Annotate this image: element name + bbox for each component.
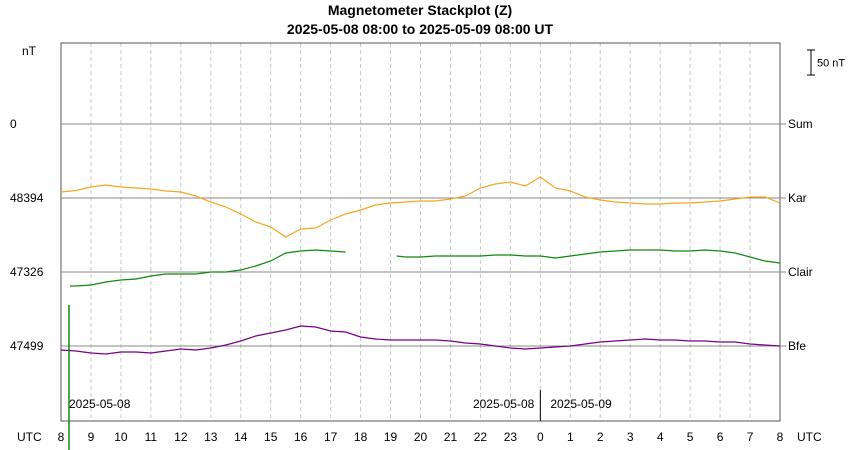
x-tick-label: 3 xyxy=(627,430,634,444)
x-tick-label: 16 xyxy=(294,430,308,444)
x-tick-label: 20 xyxy=(414,430,428,444)
chart-subtitle: 2025-05-08 08:00 to 2025-05-09 08:00 UT xyxy=(287,21,554,37)
x-tick-label: 2 xyxy=(597,430,604,444)
scale-bar: 50 nT xyxy=(807,49,845,76)
station-label-bfe: Bfe xyxy=(788,339,806,353)
grid xyxy=(90,43,751,421)
date-label-start: 2025-05-08 xyxy=(69,397,131,411)
chart-titles: Magnetometer Stackplot (Z) 2025-05-08 08… xyxy=(287,2,554,37)
x-tick-label: 8 xyxy=(58,430,65,444)
plot-border xyxy=(60,42,781,422)
x-axis: 8 9 10 11 12 13 14 15 16 17 18 19 20 21 22 23 0 1 2 3 4 5 6 7 82… xyxy=(58,390,784,444)
x-tick-label: 23 xyxy=(504,430,518,444)
x-tick-label: 13 xyxy=(204,430,218,444)
date-label-day-start: 2025-05-09 xyxy=(550,397,612,411)
x-tick-label: 7 xyxy=(747,430,754,444)
station-label-kar: Kar xyxy=(788,191,807,205)
x-tick-label: 21 xyxy=(444,430,458,444)
series-clair xyxy=(70,249,346,287)
station-label-sum: Sum xyxy=(788,117,813,131)
x-tick-label: 1 xyxy=(567,430,574,444)
series-clair xyxy=(396,249,781,264)
x-tick-label: 11 xyxy=(145,430,158,444)
x-tick-label: 22 xyxy=(474,430,488,444)
series-lines xyxy=(60,176,781,450)
x-tick-label: 19 xyxy=(384,430,398,444)
chart-title: Magnetometer Stackplot (Z) xyxy=(328,2,512,18)
x-unit-label-right: UTC xyxy=(797,430,822,444)
scale-bar-label: 50 nT xyxy=(817,58,845,70)
date-label-day-end: 2025-05-08 xyxy=(473,397,535,411)
baseline-value-clair: 47326 xyxy=(10,265,44,279)
x-tick-label: 9 xyxy=(88,430,95,444)
baseline-value-sum: 0 xyxy=(10,117,17,131)
x-tick-label: 8 xyxy=(777,430,784,444)
x-tick-label: 17 xyxy=(324,430,338,444)
x-tick-label: 6 xyxy=(717,430,724,444)
station-baselines: 0 Sum 48394 Kar 47326 Clair 47499 Bfe xyxy=(10,117,813,353)
x-tick-label: 0 xyxy=(537,430,544,444)
station-label-clair: Clair xyxy=(788,265,813,279)
series-bfe xyxy=(60,325,781,355)
series-kar xyxy=(60,176,781,238)
x-unit-label-left: UTC xyxy=(17,430,42,444)
y-unit-label: nT xyxy=(22,44,37,58)
x-tick-label: 4 xyxy=(657,430,664,444)
baseline-value-bfe: 47499 xyxy=(10,339,44,353)
x-tick-label: 12 xyxy=(174,430,188,444)
x-tick-label: 15 xyxy=(264,430,278,444)
x-tick-label: 10 xyxy=(114,430,128,444)
x-tick-label: 5 xyxy=(687,430,694,444)
x-tick-label: 14 xyxy=(234,430,248,444)
plot-frame xyxy=(60,42,781,422)
x-tick-label: 18 xyxy=(354,430,368,444)
baseline-value-kar: 48394 xyxy=(10,191,44,205)
